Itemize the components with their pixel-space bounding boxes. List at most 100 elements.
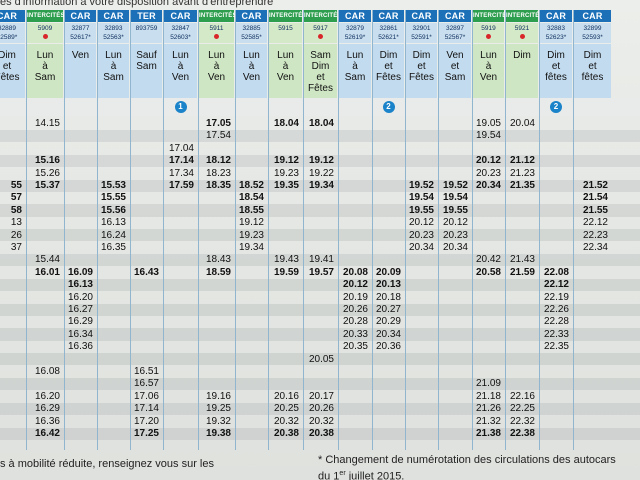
- service-numbers: 32847 52603*: [164, 23, 197, 43]
- operating-days: Dim: [506, 44, 538, 98]
- row-band: [0, 179, 640, 192]
- service-number: 32847: [171, 25, 190, 32]
- departure-time: 19.35: [273, 180, 299, 191]
- service-type-label: INTERCITÉS: [27, 10, 64, 22]
- departure-time: 20.28: [342, 316, 368, 328]
- reservation-dot-icon: [519, 34, 525, 39]
- operating-days: Lun à Ven: [269, 44, 302, 98]
- column-header-3: CAR 32893 52563* Lun à Sam: [97, 10, 130, 98]
- operating-days: Dim et Fêtes: [373, 44, 404, 98]
- departure-time: 20.12: [408, 217, 434, 229]
- column-divider: [163, 10, 164, 450]
- departure-time: 20.05: [308, 353, 334, 365]
- departure-time: 20.26: [342, 304, 368, 315]
- departure-time: 21.12: [509, 155, 535, 167]
- departure-time: 16.01: [34, 266, 60, 278]
- departure-time: 20.12: [475, 155, 501, 167]
- column-header-15: INTERCITÉS 5921 Dim: [505, 10, 539, 98]
- departure-time: 22.28: [543, 316, 569, 328]
- service-numbers: 5917: [304, 23, 337, 43]
- footer: s à mobilité réduite, renseignez vous su…: [0, 452, 640, 480]
- operating-days: Lun à Sam: [339, 44, 371, 98]
- departure-time: 22.08: [543, 266, 569, 278]
- departure-time: 16.36: [67, 341, 93, 353]
- departure-time: 19.12: [308, 155, 334, 167]
- column-divider: [303, 10, 304, 450]
- departure-time: 21.52: [582, 180, 608, 191]
- service-numbers: 5915: [269, 23, 302, 43]
- departure-time: 16.34: [67, 328, 93, 340]
- operating-days: Sam Dim et Fêtes: [304, 44, 337, 98]
- departure-time: 22.33: [543, 328, 569, 340]
- departure-time: 21.32: [475, 415, 501, 427]
- footer-note-line1: * Changement de numérotation des circula…: [318, 454, 616, 466]
- operating-days: Lun à Ven: [236, 44, 267, 98]
- departure-time: 20.29: [375, 316, 401, 328]
- departure-time: 20.12: [342, 279, 368, 291]
- departure-time: 20.42: [475, 254, 501, 266]
- service-type-label: INTERCITÉS: [304, 10, 338, 22]
- service-numbers: 5919: [473, 23, 504, 43]
- departure-time: 20.34: [408, 242, 434, 253]
- departure-time: 16.24: [100, 229, 126, 241]
- departure-time: 20.32: [308, 415, 334, 427]
- departure-time: 16.36: [34, 415, 60, 427]
- service-number: 52623*: [545, 34, 567, 41]
- departure-time: 21.23: [509, 167, 535, 179]
- service-type-label: INTERCITÉS: [269, 10, 303, 22]
- column-divider: [438, 10, 439, 450]
- departure-time: 18.59: [205, 266, 231, 278]
- column-header-9: INTERCITÉS 5917 Sam Dim et Fêtes: [303, 10, 338, 98]
- departure-time: 16.20: [34, 390, 60, 402]
- departure-time: 18.35: [205, 180, 231, 191]
- column-divider: [372, 10, 373, 450]
- departure-time: 19.54: [408, 192, 434, 204]
- departure-time: 20.12: [442, 217, 468, 229]
- row-band: [0, 154, 640, 168]
- service-type-label: CAR: [439, 10, 471, 22]
- row-band: [0, 129, 640, 143]
- service-type-label: CAR: [164, 10, 197, 22]
- departure-time: 20.25: [273, 403, 299, 415]
- service-type-label: CAR: [0, 10, 25, 22]
- column-divider: [26, 10, 27, 450]
- departure-time: 17.25: [133, 428, 159, 439]
- departure-time: 55: [10, 180, 22, 191]
- departure-time: 20.19: [342, 291, 368, 303]
- column-header-12: CAR 32901 52591* Dim et Fêtes: [405, 10, 438, 98]
- operating-days: Ven et Sam: [439, 44, 471, 98]
- departure-time: 21.38: [475, 428, 501, 439]
- departure-time: 20.34: [475, 180, 501, 191]
- operating-days: Dim et fêtes: [574, 44, 611, 98]
- departure-time: 19.34: [308, 180, 334, 191]
- departure-time: 19.38: [205, 428, 231, 439]
- departure-time: 19.23: [273, 167, 299, 179]
- service-number: 52563*: [103, 34, 124, 41]
- timetable: CAR 32889 52589* Dim et Fêtes INTERCITÉS 5909…: [0, 10, 640, 450]
- column-header-4: TER 893759 Sauf Sam: [130, 10, 163, 98]
- operating-days: Dim et fêtes: [540, 44, 572, 98]
- service-numbers: 32897 52567*: [439, 23, 471, 43]
- departure-time: 20.16: [273, 390, 299, 402]
- footer-note-line2-pre: du 1: [318, 470, 340, 480]
- departure-time: 22.35: [543, 341, 569, 353]
- departure-time: 18.55: [238, 204, 264, 216]
- departure-time: 22.12: [543, 279, 569, 291]
- operating-days: Lun à Sam: [27, 44, 63, 98]
- departure-time: 22.16: [509, 390, 535, 402]
- departure-time: 16.43: [133, 266, 159, 278]
- departure-time: 17.05: [205, 118, 231, 129]
- departure-time: 15.16: [34, 155, 60, 167]
- departure-time: 17.54: [205, 130, 231, 142]
- departure-time: 22.32: [509, 415, 535, 427]
- column-header-17: CAR 32899 52593* Dim et fêtes: [573, 10, 612, 98]
- departure-time: 16.42: [34, 428, 60, 439]
- departure-time: 16.29: [67, 316, 93, 328]
- service-number: 32877: [71, 25, 90, 32]
- departure-time: 20.35: [342, 341, 368, 353]
- row-band: [0, 353, 640, 366]
- departure-time: 16.27: [67, 304, 93, 315]
- service-number: 52593*: [582, 34, 603, 41]
- column-divider: [573, 10, 574, 450]
